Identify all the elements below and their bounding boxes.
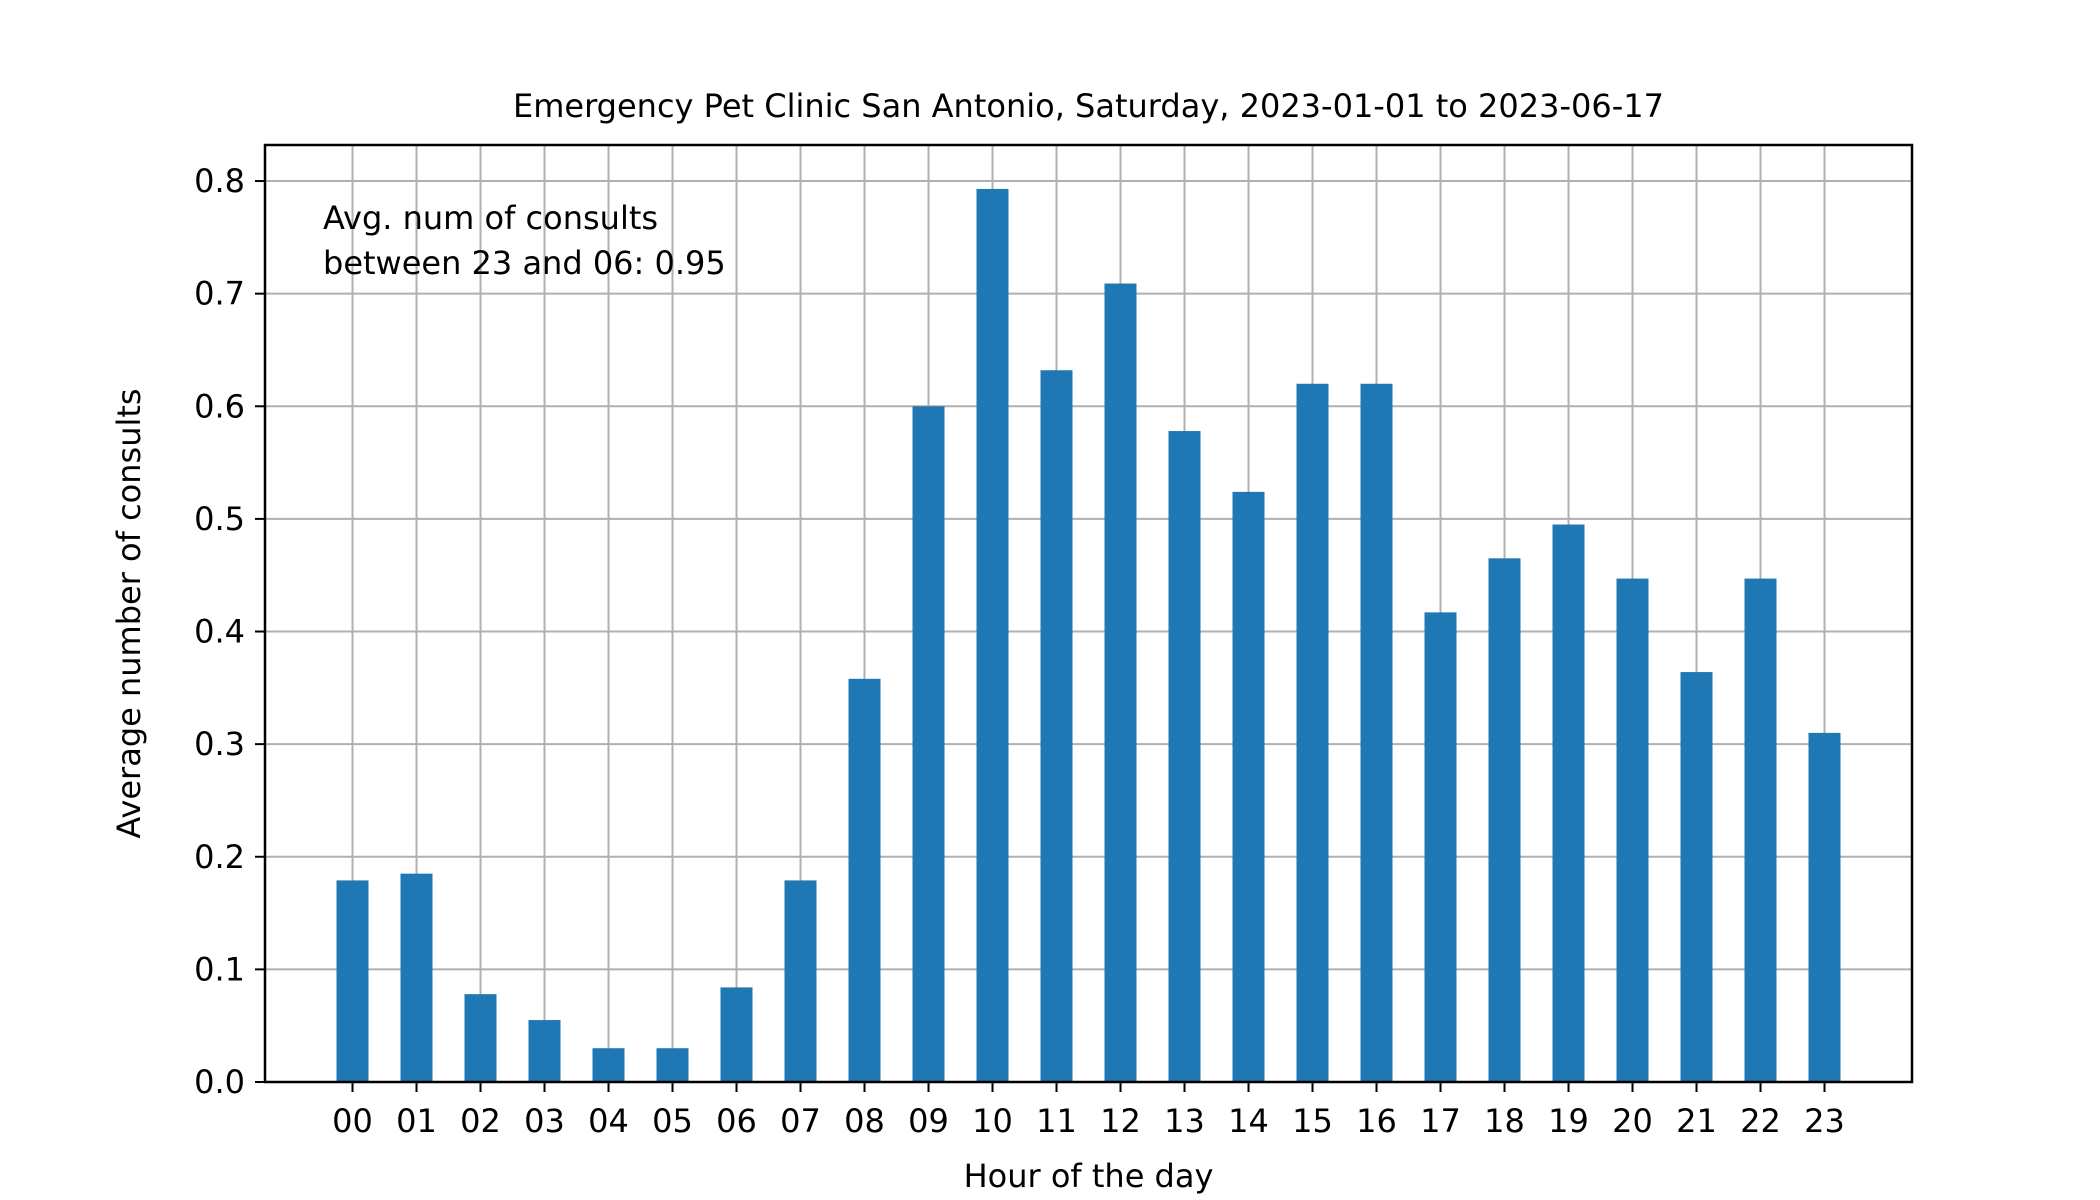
bar-22 xyxy=(1744,578,1777,1082)
x-tick-label: 15 xyxy=(1292,1102,1333,1140)
x-tick-label: 08 xyxy=(844,1102,885,1140)
x-tick-label: 17 xyxy=(1420,1102,1461,1140)
x-tick-label: 23 xyxy=(1804,1102,1845,1140)
x-tick-label: 06 xyxy=(716,1102,757,1140)
x-tick-label: 13 xyxy=(1164,1102,1205,1140)
bar-16 xyxy=(1360,383,1393,1082)
x-tick-label: 03 xyxy=(524,1102,565,1140)
bar-15 xyxy=(1296,383,1329,1082)
x-tick-label: 21 xyxy=(1676,1102,1717,1140)
chart-title: Emergency Pet Clinic San Antonio, Saturd… xyxy=(513,87,1664,125)
x-tick-label: 12 xyxy=(1100,1102,1141,1140)
annotation-line-2: between 23 and 06: 0.95 xyxy=(323,244,726,282)
y-tick-label: 0.6 xyxy=(194,387,245,425)
bar-10 xyxy=(976,188,1009,1082)
axis-ticks: 0.0 0.1 0.2 0.3 0.4 0.5 0.6 0.7 0.8 00 01 02 03 04 05 0… xyxy=(194,162,1845,1140)
x-tick-label: 01 xyxy=(396,1102,437,1140)
annotation-line-1: Avg. num of consults xyxy=(323,199,658,237)
y-tick-label: 0.2 xyxy=(194,838,245,876)
bar-18 xyxy=(1488,558,1521,1082)
x-tick-label: 02 xyxy=(460,1102,501,1140)
x-tick-label: 14 xyxy=(1228,1102,1269,1140)
x-tick-label: 16 xyxy=(1356,1102,1397,1140)
x-tick-label: 10 xyxy=(972,1102,1013,1140)
bar-20 xyxy=(1616,578,1649,1082)
bar-06 xyxy=(720,987,753,1082)
x-tick-label: 05 xyxy=(652,1102,693,1140)
x-tick-label: 11 xyxy=(1036,1102,1077,1140)
x-tick-label: 22 xyxy=(1740,1102,1781,1140)
bar-21 xyxy=(1680,672,1713,1082)
bar-19 xyxy=(1552,524,1585,1082)
x-tick-label: 19 xyxy=(1548,1102,1589,1140)
x-axis-label: Hour of the day xyxy=(964,1157,1214,1195)
bar-07 xyxy=(784,880,817,1082)
x-tick-label: 00 xyxy=(332,1102,373,1140)
y-axis-label: Average number of consults xyxy=(110,388,148,838)
bars xyxy=(336,188,1841,1083)
bar-09 xyxy=(912,406,945,1083)
y-tick-label: 0.7 xyxy=(194,275,245,313)
bar-02 xyxy=(464,994,497,1082)
y-tick-label: 0.0 xyxy=(194,1063,245,1101)
bar-11 xyxy=(1040,370,1073,1083)
x-tick-label: 20 xyxy=(1612,1102,1653,1140)
bar-01 xyxy=(400,873,433,1082)
y-tick-label: 0.8 xyxy=(194,162,245,200)
bar-00 xyxy=(336,880,369,1082)
y-tick-label: 0.3 xyxy=(194,725,245,763)
bar-03 xyxy=(528,1020,561,1082)
bar-13 xyxy=(1168,431,1201,1082)
bar-12 xyxy=(1104,283,1137,1082)
y-tick-label: 0.4 xyxy=(194,613,245,651)
x-tick-label: 18 xyxy=(1484,1102,1525,1140)
bar-04 xyxy=(592,1048,625,1082)
x-tick-label: 07 xyxy=(780,1102,821,1140)
bar-17 xyxy=(1424,612,1457,1082)
bar-14 xyxy=(1232,491,1265,1082)
bar-23 xyxy=(1808,732,1841,1082)
y-tick-label: 0.5 xyxy=(194,500,245,538)
plot-frame xyxy=(263,143,1914,1084)
x-tick-label: 04 xyxy=(588,1102,629,1140)
bar-05 xyxy=(656,1048,689,1082)
bar-08 xyxy=(848,678,881,1082)
y-tick-label: 0.1 xyxy=(194,950,245,988)
x-tick-label: 09 xyxy=(908,1102,949,1140)
